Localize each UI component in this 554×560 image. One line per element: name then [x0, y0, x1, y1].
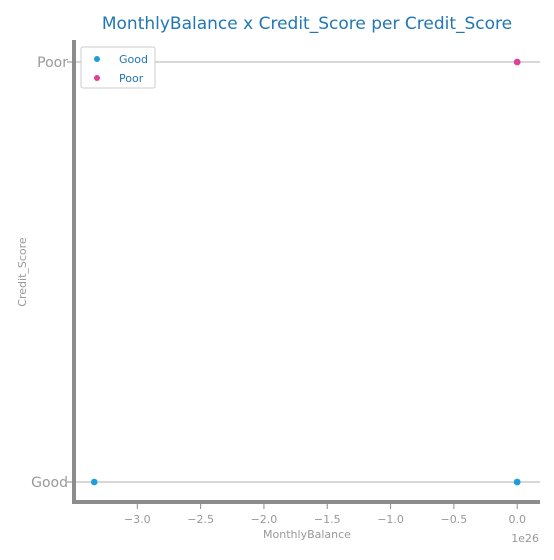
y-tick-label-1: Poor: [37, 55, 68, 71]
x-axis-offset-label: 1e26: [511, 532, 539, 545]
x-tick-label-4: −1.0: [377, 513, 404, 526]
point-good-0: [90, 478, 98, 486]
x-tick-label-2: −2.0: [251, 513, 278, 526]
legend-marker-good: [94, 56, 100, 62]
y-tick-label-0: Good: [31, 475, 68, 491]
data-points: [90, 58, 521, 486]
axes: [72, 40, 540, 504]
x-axis-ticks: −3.0 −2.5 −2.0 −1.5 −1.0 −0.5 0.0: [124, 504, 526, 526]
x-tick-label-0: −3.0: [124, 513, 151, 526]
x-tick-label-6: 0.0: [508, 513, 526, 526]
x-tick-label-1: −2.5: [187, 513, 214, 526]
point-poor-1: [513, 58, 521, 66]
point-good-2: [513, 478, 521, 486]
legend-marker-poor: [94, 75, 100, 81]
x-axis-label: MonthlyBalance: [263, 528, 351, 541]
legend-label-good: Good: [119, 53, 148, 66]
gridlines: [74, 61, 540, 483]
chart-title: MonthlyBalance x Credit_Score per Credit…: [102, 14, 512, 34]
y-axis-label: Credit_Score: [16, 237, 29, 307]
x-tick-label-3: −1.5: [314, 513, 341, 526]
x-tick-label-5: −0.5: [441, 513, 468, 526]
legend: Good Poor: [80, 46, 156, 89]
y-axis-ticks: Good Poor: [31, 55, 72, 491]
legend-label-poor: Poor: [119, 72, 144, 85]
